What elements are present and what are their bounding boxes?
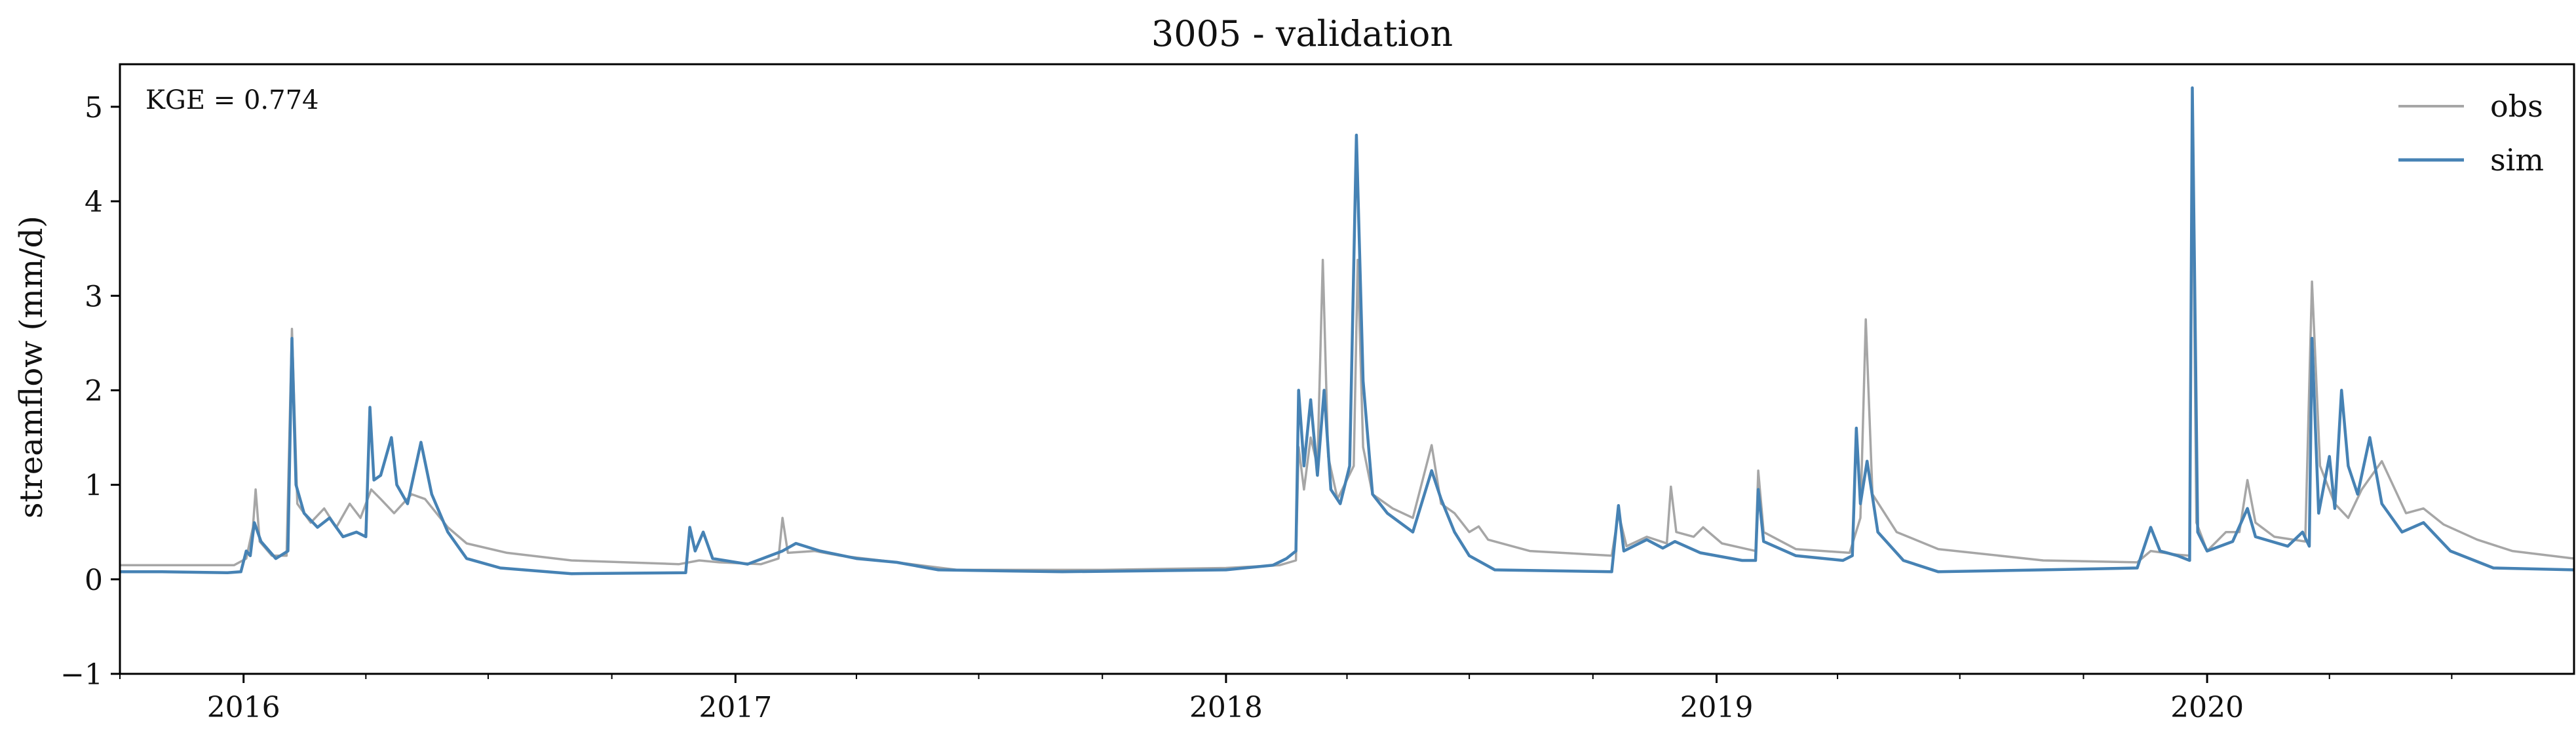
y-tick-label: 5 xyxy=(85,91,103,125)
x-tick-label: 2020 xyxy=(2170,691,2244,724)
x-tick-label: 2019 xyxy=(1680,691,1754,724)
y-tick-label: 0 xyxy=(85,564,103,597)
x-axis-ticks: 2016 2017 2018 2019 2020 xyxy=(119,674,2453,724)
y-tick-label: 4 xyxy=(85,186,103,219)
x-tick-label: 2018 xyxy=(1189,691,1263,724)
plot-frame xyxy=(119,63,2575,675)
series-line-sim xyxy=(120,86,2575,576)
x-tick-label: 2017 xyxy=(699,691,772,724)
chart-title: 3005 - validation xyxy=(1151,13,1453,54)
legend: obs sim xyxy=(2398,88,2544,178)
y-tick-label: 3 xyxy=(85,280,103,313)
y-tick-label: 2 xyxy=(85,374,103,408)
legend-label-obs: obs xyxy=(2490,88,2543,124)
series-layer xyxy=(120,86,2575,576)
y-tick-label: 1 xyxy=(85,469,103,503)
y-tick-label: −1 xyxy=(60,658,103,692)
x-tick-label: 2016 xyxy=(207,691,280,724)
legend-label-sim: sim xyxy=(2490,142,2544,178)
series-line-obs xyxy=(120,115,2575,572)
y-axis-ticks: −1 0 1 2 3 4 5 xyxy=(60,91,120,692)
kge-annotation: KGE = 0.774 xyxy=(145,85,319,115)
y-axis-label: streamflow (mm/d) xyxy=(13,216,50,518)
